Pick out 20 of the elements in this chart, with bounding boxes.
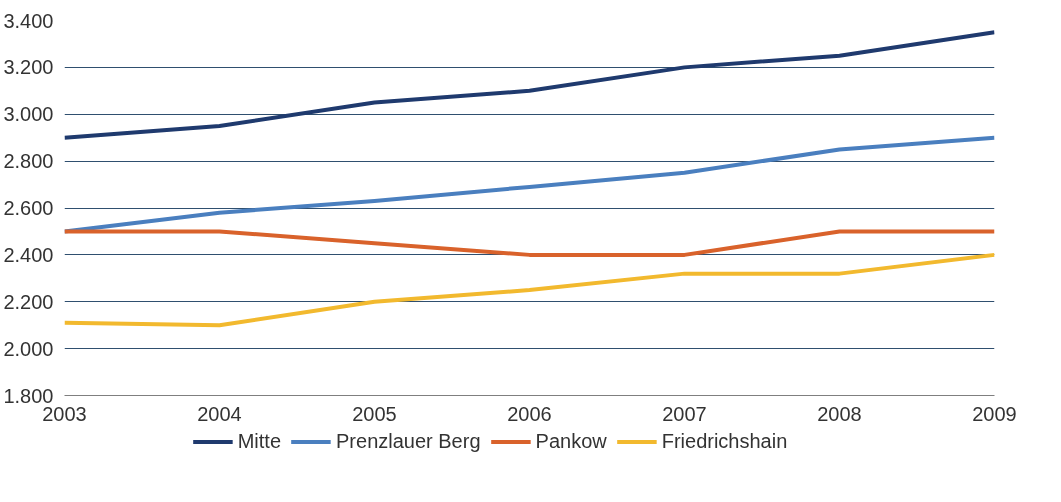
line-series [64,30,995,140]
x-tick-label: 2005 [352,402,397,425]
y-tick-label: 2.400 [3,243,54,266]
legend-label: Mitte [237,429,282,453]
legend-label: Pankow [535,429,607,453]
legend-label: Prenzlauer Berg [336,429,481,453]
legend-label: Friedrichshain [661,429,788,453]
x-tick-label: 2007 [662,402,707,425]
x-tick-label: 2006 [507,402,552,425]
y-tick-label: 3.200 [3,56,54,79]
line-series [64,252,995,328]
x-tick-label: 2009 [972,402,1017,425]
y-tick-label: 2.000 [3,337,54,360]
x-tick-label: 2008 [817,402,862,425]
y-tick-label: 3.000 [3,103,54,126]
y-tick-label: 2.600 [3,197,54,219]
y-tick-label: 2.800 [3,150,54,173]
x-tick-label: 2004 [197,402,242,425]
y-tick-label: 2.200 [3,290,54,313]
y-tick-label: 3.400 [3,9,54,32]
